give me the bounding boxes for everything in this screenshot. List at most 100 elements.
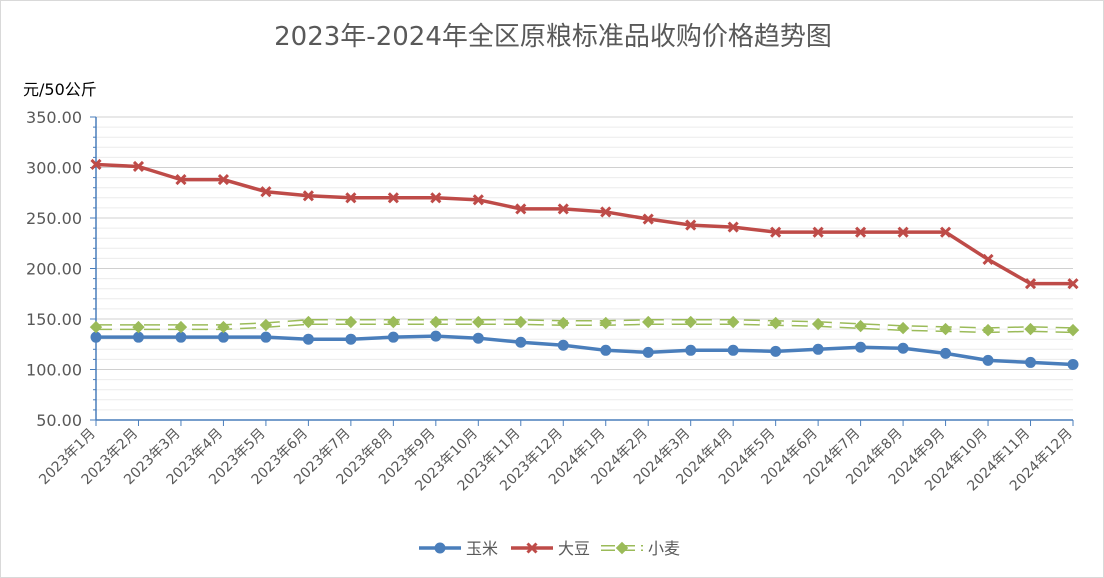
data-point: [260, 186, 272, 198]
y-tick-label: 50.00: [36, 411, 82, 430]
data-point: [769, 316, 782, 330]
data-point: [897, 226, 909, 238]
data-point: [387, 192, 399, 204]
data-point: [599, 316, 612, 330]
legend-label: 小麦: [648, 539, 680, 558]
data-point: [855, 226, 867, 238]
data-point: [1066, 323, 1080, 337]
data-point: [132, 320, 145, 334]
y-tick-label: 350.00: [26, 108, 82, 127]
data-point: [557, 203, 569, 215]
y-tick-label: 250.00: [26, 209, 82, 228]
legend-marker: [615, 541, 629, 555]
y-tick-label: 300.00: [26, 159, 82, 178]
data-point: [770, 345, 782, 357]
data-point: [260, 331, 272, 343]
legend-item-大豆: 大豆: [511, 539, 590, 558]
data-point: [90, 331, 102, 343]
data-point: [472, 332, 484, 344]
data-point: [175, 174, 187, 186]
data-point: [1067, 358, 1079, 370]
legend-marker: [434, 542, 446, 554]
series-line: [96, 334, 1074, 367]
data-point: [344, 315, 358, 329]
data-point: [430, 330, 442, 342]
y-axis-unit-label: 元/50公斤: [23, 80, 97, 99]
series-layer: [89, 158, 1080, 370]
y-tick-labels: 50.00 100.00 150.00 200.00 250.00 300.00 350.0…: [26, 108, 82, 430]
data-point: [727, 344, 739, 356]
data-point: [812, 343, 824, 355]
data-point: [1025, 356, 1037, 368]
data-point: [345, 333, 357, 345]
gridlines: [96, 116, 1073, 421]
data-point: [430, 192, 442, 204]
data-point: [940, 347, 952, 359]
data-point: [897, 342, 909, 354]
data-point: [302, 315, 315, 329]
data-point: [302, 333, 314, 345]
data-point: [217, 174, 229, 186]
data-point: [981, 323, 995, 337]
data-point: [855, 341, 867, 353]
data-point: [557, 316, 570, 330]
data-point: [812, 226, 824, 238]
data-point: [429, 315, 443, 329]
data-point: [387, 315, 400, 329]
legend-marker: [526, 542, 538, 554]
data-point: [132, 331, 144, 343]
data-point: [259, 318, 273, 332]
legend: 玉米 大豆 小麦: [419, 539, 680, 558]
data-point: [472, 315, 485, 329]
axes: [90, 116, 1074, 426]
data-point: [1024, 278, 1037, 290]
data-point: [896, 321, 910, 335]
data-point: [642, 315, 655, 329]
legend-item-玉米: 玉米: [419, 539, 498, 558]
data-point: [515, 203, 527, 215]
series-小麦: [89, 315, 1080, 337]
data-point: [90, 158, 102, 171]
data-point: [132, 160, 145, 173]
data-point: [726, 315, 740, 329]
y-tick-label: 200.00: [26, 260, 82, 279]
series-line-inner: [96, 320, 1074, 332]
data-point: [345, 192, 357, 204]
data-point: [600, 344, 612, 356]
data-point: [684, 315, 697, 329]
data-point: [387, 331, 399, 343]
data-point: [982, 253, 994, 265]
data-point: [770, 226, 782, 238]
data-point: [642, 346, 654, 358]
legend-label: 大豆: [558, 539, 590, 558]
data-point: [939, 322, 952, 336]
data-point: [1067, 278, 1079, 290]
data-point: [727, 221, 739, 233]
y-tick-label: 150.00: [26, 310, 82, 329]
y-tick-label: 100.00: [26, 361, 82, 380]
series-大豆: [90, 158, 1079, 290]
data-point: [557, 339, 569, 351]
data-point: [940, 226, 952, 238]
data-point: [472, 194, 484, 206]
data-point: [982, 354, 994, 366]
data-point: [302, 190, 314, 202]
data-point: [175, 331, 187, 343]
data-point: [515, 336, 527, 348]
data-point: [811, 317, 825, 331]
legend-item-小麦: 小麦: [601, 539, 680, 558]
data-point: [1024, 322, 1037, 336]
data-point: [89, 320, 103, 334]
data-point: [685, 219, 697, 231]
data-point: [217, 331, 229, 343]
data-point: [642, 213, 654, 225]
series-玉米: [90, 330, 1079, 370]
data-point: [514, 315, 527, 329]
series-line: [95, 162, 1073, 286]
data-point: [854, 319, 867, 333]
x-tick-labels: 2023年1月2023年2月2023年3月2023年4月2023年5月2023年…: [36, 426, 1076, 495]
data-point: [600, 206, 612, 218]
chart-title: 2023年-2024年全区原粮标准品收购价格趋势图: [274, 22, 832, 52]
